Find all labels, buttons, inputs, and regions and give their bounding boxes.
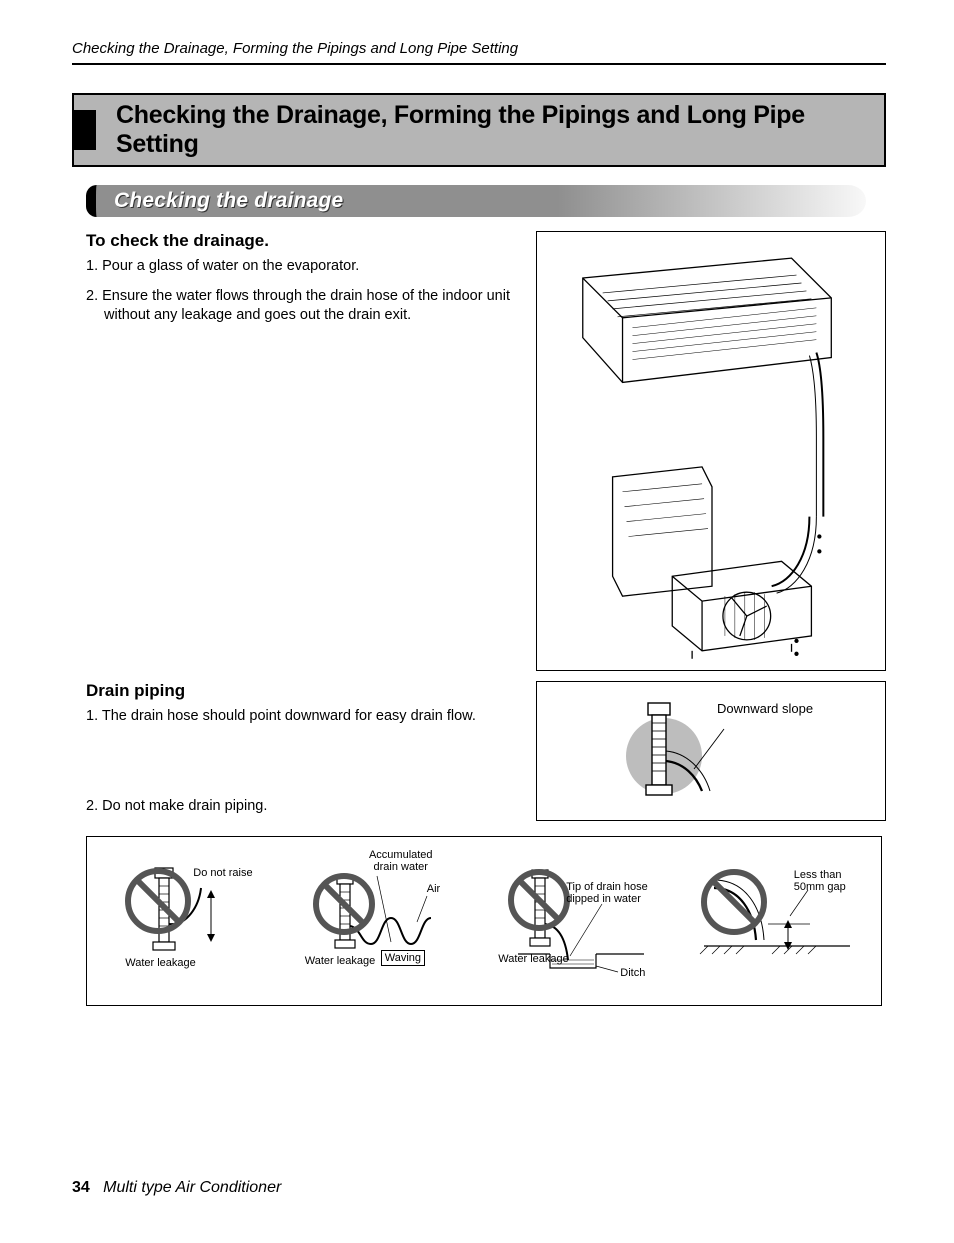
title-banner-text: Checking the Drainage, Forming the Pipin… (116, 101, 874, 159)
drainage-steps: 1. Pour a glass of water on the evaporat… (86, 257, 516, 326)
running-header-text: Checking the Drainage, Forming the Pipin… (72, 40, 518, 57)
prohibited-d: Less than 50mm gap (690, 846, 865, 996)
piping-step-2: 2. Do not make drain piping. (86, 797, 516, 817)
step-text: Do not make drain piping. (102, 798, 267, 814)
prohibited-c-label3: Water leakage (498, 954, 569, 966)
prohibited-b-label1: Accumulated drain water (361, 850, 441, 873)
drainage-text-col: To check the drainage. 1. Pour a glass o… (86, 231, 516, 671)
piping-figure-col: Downward slope (536, 681, 886, 826)
step-num: 2. (86, 798, 98, 814)
step-text: Pour a glass of water on the evaporator. (102, 258, 359, 274)
step-num: 2. (86, 288, 98, 304)
piping-step-1: 1. The drain hose should point downward … (86, 707, 516, 727)
drainage-row: To check the drainage. 1. Pour a glass o… (86, 231, 886, 671)
page-number: 34 (72, 1179, 90, 1196)
step-num: 1. (86, 258, 98, 274)
prohibited-c-label1: Tip of drain hose dipped in water (566, 882, 656, 905)
prohibited-b-label2: Air (427, 884, 440, 896)
drainage-figure-col (536, 231, 886, 671)
prohibited-d-svg (690, 846, 870, 996)
prohibited-b: Accumulated drain water Air Waving Water… (299, 846, 474, 996)
piping-row: Drain piping 1. The drain hose should po… (86, 681, 886, 826)
downward-slope-figure: Downward slope (536, 681, 886, 821)
page-footer: 34 Multi type Air Conditioner (72, 1179, 281, 1197)
step-text: The drain hose should point downward for… (102, 708, 476, 724)
prohibited-b-label4: Water leakage (305, 956, 376, 968)
prohibited-a-label1: Do not raise (193, 868, 252, 880)
prohibited-a-label2: Water leakage (125, 958, 196, 970)
piping-text-col: Drain piping 1. The drain hose should po… (86, 681, 516, 826)
drainage-svg (543, 238, 881, 666)
prohibited-c-label2: Ditch (620, 968, 645, 980)
prohibited-d-label1: Less than 50mm gap (794, 870, 864, 893)
prohibited-a: Do not raise Water leakage (103, 846, 278, 996)
drainage-figure (536, 231, 886, 671)
title-banner: Checking the Drainage, Forming the Pipin… (72, 93, 886, 167)
drainage-step-2: 2. Ensure the water flows through the dr… (86, 287, 516, 326)
piping-steps: 1. The drain hose should point downward … (86, 707, 516, 816)
section-pill-text: Checking the drainage (114, 189, 343, 212)
footer-title: Multi type Air Conditioner (103, 1179, 281, 1196)
section-pill: Checking the drainage (86, 185, 866, 217)
title-banner-bar (74, 110, 96, 150)
drainage-step-1: 1. Pour a glass of water on the evaporat… (86, 257, 516, 277)
step-text: Ensure the water flows through the drain… (102, 288, 510, 324)
drainage-heading: To check the drainage. (86, 231, 516, 251)
prohibited-c-svg (494, 846, 674, 996)
downward-slope-label: Downward slope (717, 702, 813, 716)
running-header: Checking the Drainage, Forming the Pipin… (72, 40, 886, 65)
step-num: 1. (86, 708, 98, 724)
prohibited-box: Do not raise Water leakage (86, 836, 882, 1006)
prohibited-c: Tip of drain hose dipped in water Ditch … (494, 846, 669, 996)
prohibited-b-label3: Waving (381, 950, 425, 966)
piping-heading: Drain piping (86, 681, 516, 701)
